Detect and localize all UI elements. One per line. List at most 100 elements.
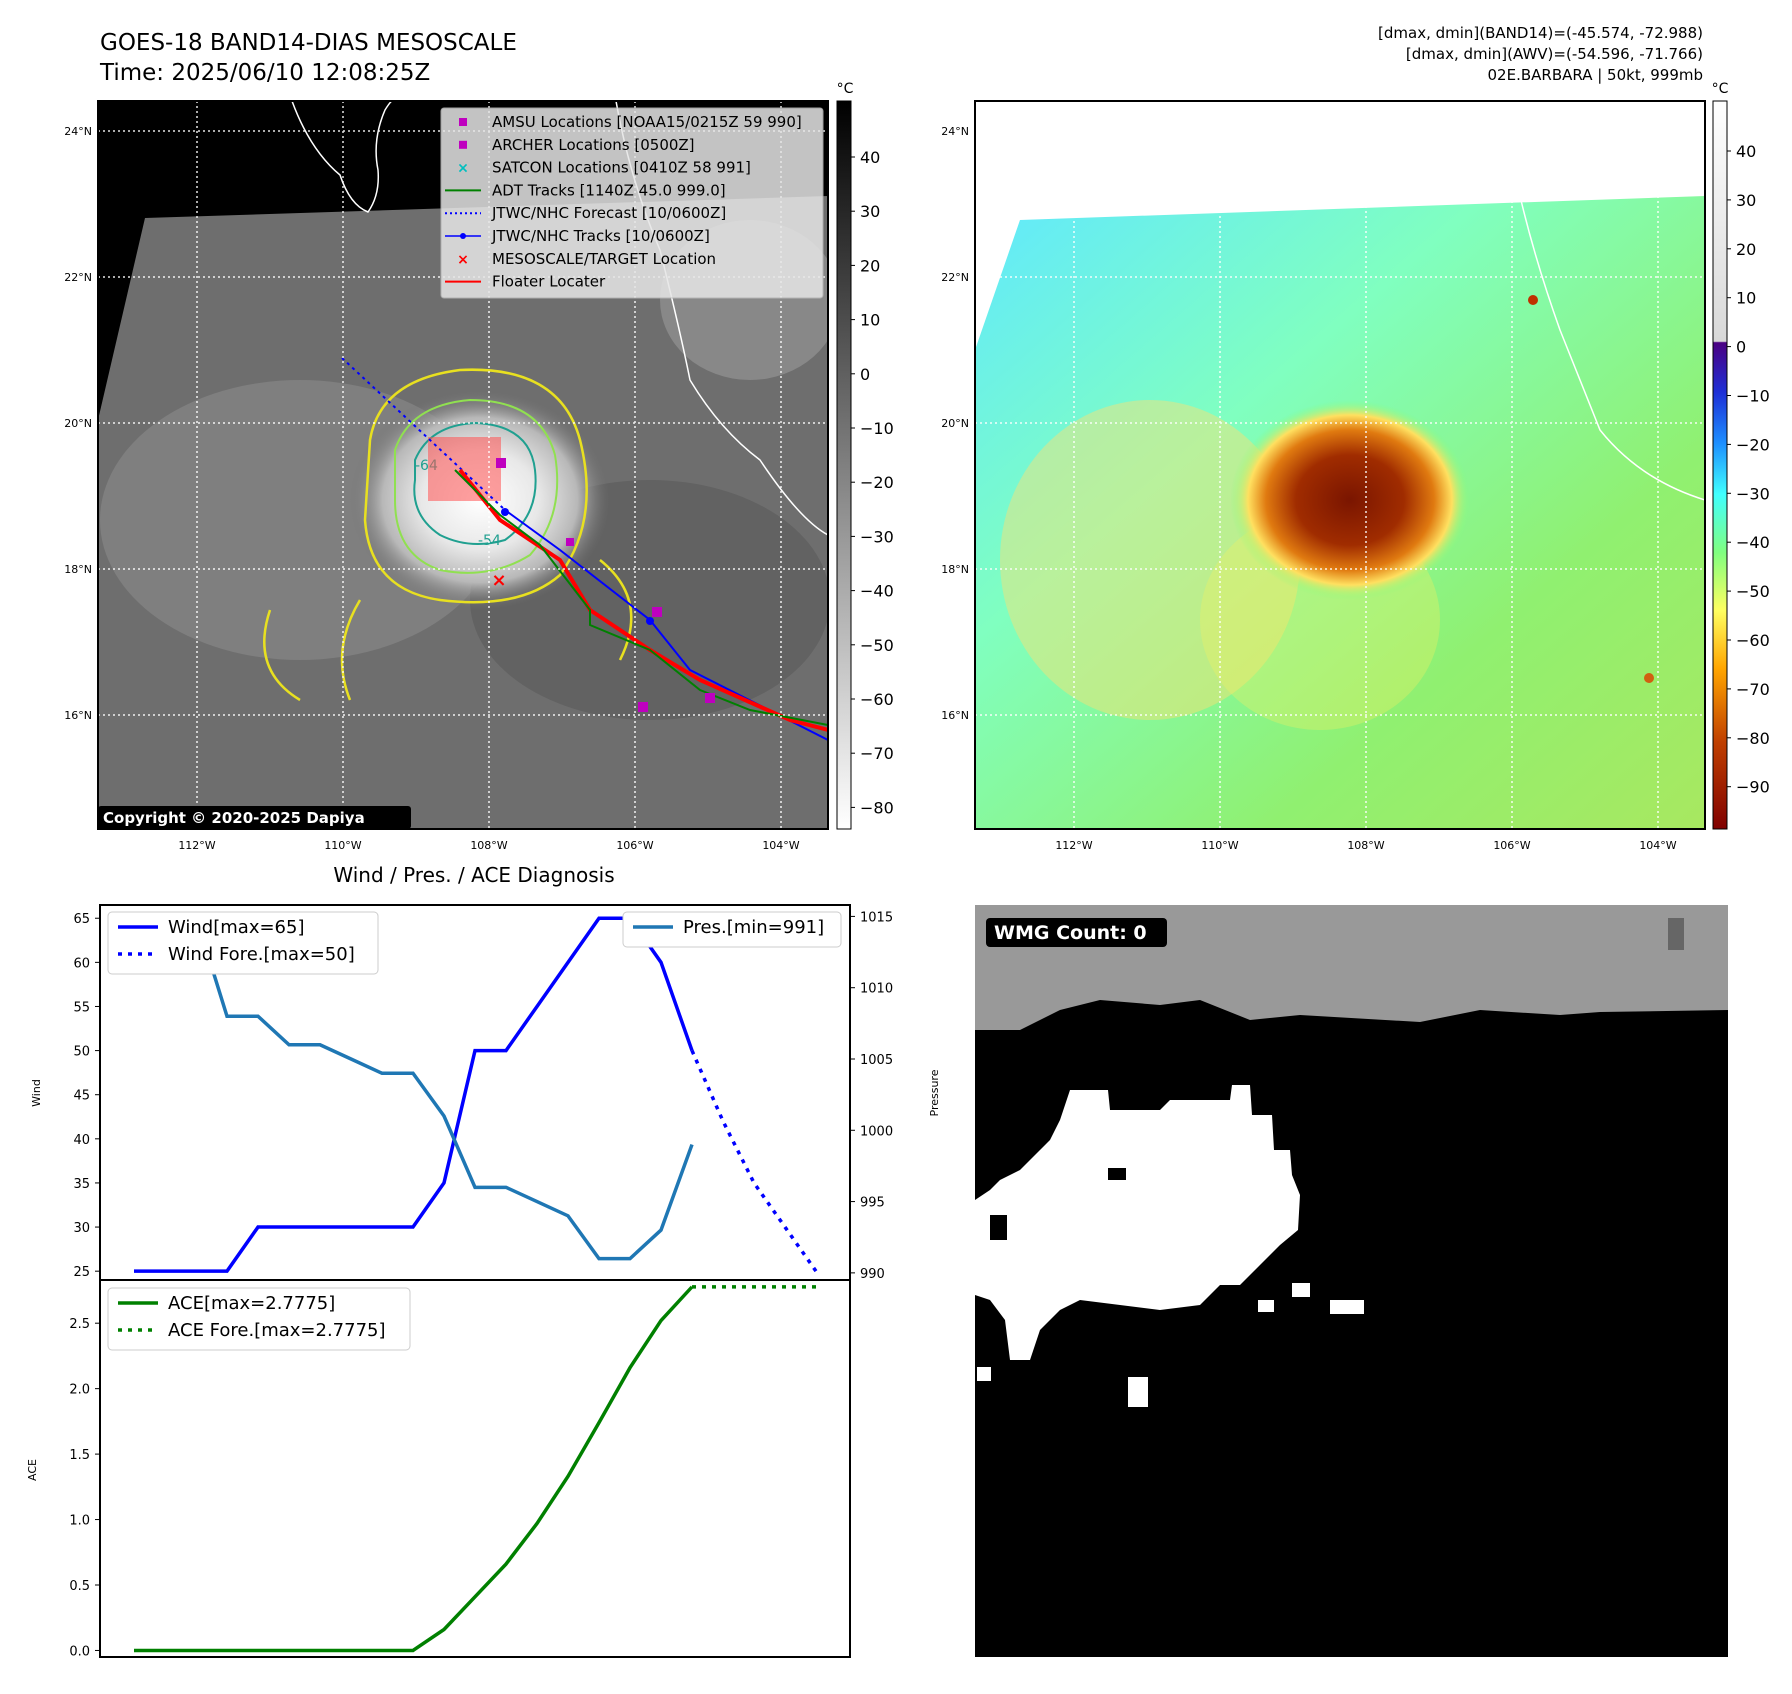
colorbar-tick-label: 30	[860, 202, 880, 221]
legend-label: ARCHER Locations [0500Z]	[492, 136, 695, 154]
colorbar-tick-label: −30	[1736, 484, 1770, 503]
legend-marker	[459, 118, 467, 126]
y-tick-label: 60	[73, 956, 90, 971]
legend-label: MESOSCALE/TARGET Location	[492, 250, 716, 268]
forecast-track	[341, 357, 506, 511]
color-map-lon-label: 108°W	[1347, 839, 1384, 852]
colorbar-tick-label: −60	[1736, 631, 1770, 650]
color-map-lat-label: 22°N	[941, 271, 969, 284]
color-map-lon-label: 104°W	[1639, 839, 1676, 852]
color-map-lat-label: 18°N	[941, 563, 969, 576]
y2-tick-label: 1015	[860, 910, 893, 925]
y-tick-label: 0.5	[69, 1579, 90, 1594]
colorbar-tick-label: −90	[1736, 778, 1770, 797]
chart-legend-label: Wind Fore.[max=50]	[168, 944, 355, 965]
info-line-2: [dmax, dmin](AWV)=(-54.596, -71.766)	[1406, 45, 1703, 63]
series-line	[134, 1285, 694, 1653]
chart-legend-label: Pres.[min=991]	[683, 917, 824, 938]
diagnosis-title: Wind / Pres. / ACE Diagnosis	[333, 863, 614, 887]
info-line-3: 02E.BARBARA | 50kt, 999mb	[1488, 66, 1703, 84]
y-tick-label: 40	[73, 1133, 90, 1148]
ir-colorbar-unit: °C	[837, 81, 854, 97]
contour-green	[394, 398, 559, 574]
wmg-count-label: WMG Count: 0	[994, 922, 1147, 944]
colorbar-tick-label: −50	[1736, 582, 1770, 601]
chart-legend-label: ACE[max=2.7775]	[168, 1293, 335, 1314]
legend-label: ADT Tracks [1140Z 45.0 999.0]	[492, 181, 726, 199]
colorbar-tick-label: −10	[860, 419, 894, 438]
chart-legend	[622, 911, 842, 948]
ir-map-lon-label: 108°W	[470, 839, 507, 852]
ir-map-lon-label: 112°W	[178, 839, 215, 852]
y2-tick-label: 1000	[860, 1124, 893, 1139]
ir-map-panel: -64 -54 × 24°N22°N20°N18°N16°N 112°W110°…	[64, 100, 829, 852]
color-colorbar-unit: °C	[1712, 81, 1729, 97]
y2-tick-label: 1005	[860, 1053, 893, 1068]
colorbar-tick-label: −40	[1736, 533, 1770, 552]
figure-time: Time: 2025/06/10 12:08:25Z	[99, 60, 430, 86]
colorbar-tick-label: 0	[860, 365, 870, 384]
colorbar-tick-label: 0	[1736, 338, 1746, 357]
ir-map-lon-label: 110°W	[324, 839, 361, 852]
series-line	[134, 914, 694, 1261]
y-tick-label: 25	[73, 1265, 90, 1280]
chart-legend-label: Wind[max=65]	[168, 917, 305, 938]
legend-label: AMSU Locations [NOAA15/0215Z 59 990]	[492, 113, 802, 131]
y-tick-label: 45	[73, 1089, 90, 1104]
color-map-lon-label: 112°W	[1055, 839, 1092, 852]
colorbar-tick-label: −80	[1736, 729, 1770, 748]
colorbar-tick-label: 20	[860, 256, 880, 275]
y-tick-label: 65	[73, 912, 90, 927]
contour-teal	[413, 421, 537, 545]
color-map-lat-label: 16°N	[941, 709, 969, 722]
ir-map-lat-label: 22°N	[64, 271, 92, 284]
ir-map-lat-labels: 24°N 22°N 20°N 18°N 16°N	[64, 125, 92, 722]
colorbar-tick-label: 10	[860, 311, 880, 330]
ir-map-lat-label: 24°N	[64, 125, 92, 138]
color-map-frame	[974, 100, 1706, 830]
y2-tick-label: 990	[860, 1267, 885, 1282]
colorbar-tick-label: −10	[1736, 387, 1770, 406]
y-tick-label: 35	[73, 1177, 90, 1192]
colorbar-tick-label: −60	[860, 690, 894, 709]
copyright-box	[98, 806, 411, 829]
y-tick-label: 55	[73, 1000, 90, 1015]
color-map-lat-label: 24°N	[941, 125, 969, 138]
ir-map-frame	[97, 100, 829, 830]
wind-axis-label: Wind	[30, 1079, 43, 1107]
color-map-lon-label: 110°W	[1201, 839, 1238, 852]
adt-track	[454, 469, 828, 726]
y-tick-label: 1.5	[69, 1448, 90, 1463]
ir-map-lat-label: 16°N	[64, 709, 92, 722]
colorbar-tick-label: −70	[1736, 680, 1770, 699]
y-tick-label: 30	[73, 1221, 90, 1236]
ir-colorbar: °C 40 30 20 10 0 −10 −20 −30 −40 −50 −60 −70 −80	[836, 81, 894, 830]
colorbar-tick-label: −80	[860, 798, 894, 817]
colorbar-tick-label: −20	[860, 473, 894, 492]
color-colorbar: °C 40 30 20 10 0 −10 −20 −30 −40 −50 −60 −70 −80 −90	[1712, 81, 1770, 830]
colorbar-tick-label: 40	[1736, 142, 1756, 161]
legend-label: Floater Locater	[492, 273, 606, 291]
colorbar-tick-label: −30	[860, 527, 894, 546]
color-map-lon-label: 106°W	[1493, 839, 1530, 852]
legend-marker: ×	[457, 252, 469, 268]
colorbar-tick-label: 10	[1736, 289, 1756, 308]
legend-label: JTWC/NHC Tracks [10/0600Z]	[491, 227, 710, 245]
ace-axis-label: ACE	[26, 1459, 39, 1481]
y2-tick-label: 1010	[860, 982, 893, 997]
chart-legend-label: ACE Fore.[max=2.7775]	[168, 1320, 386, 1341]
coastline-right	[1519, 195, 1705, 501]
figure-title: GOES-18 BAND14-DIAS MESOSCALE	[100, 30, 517, 56]
color-map-lat-label: 20°N	[941, 417, 969, 430]
legend-marker: ×	[457, 161, 469, 177]
map-legend: AMSU Locations [NOAA15/0215Z 59 990] ARCH…	[440, 107, 824, 299]
wmg-white-region	[975, 1085, 1300, 1360]
ir-map-lon-label: 106°W	[616, 839, 653, 852]
y-tick-label: 0.0	[69, 1644, 90, 1659]
wind-pressure-chart: 25 30 35 40 45 50 55 60 65 990 995 1000 1005 1010 1015…	[73, 904, 893, 1282]
wmg-panel: WMG Count: 0	[975, 905, 1728, 1657]
ir-map-lon-labels: 112°W 110°W 108°W 106°W 104°W	[178, 839, 799, 852]
y-tick-label: 2.0	[69, 1383, 90, 1398]
